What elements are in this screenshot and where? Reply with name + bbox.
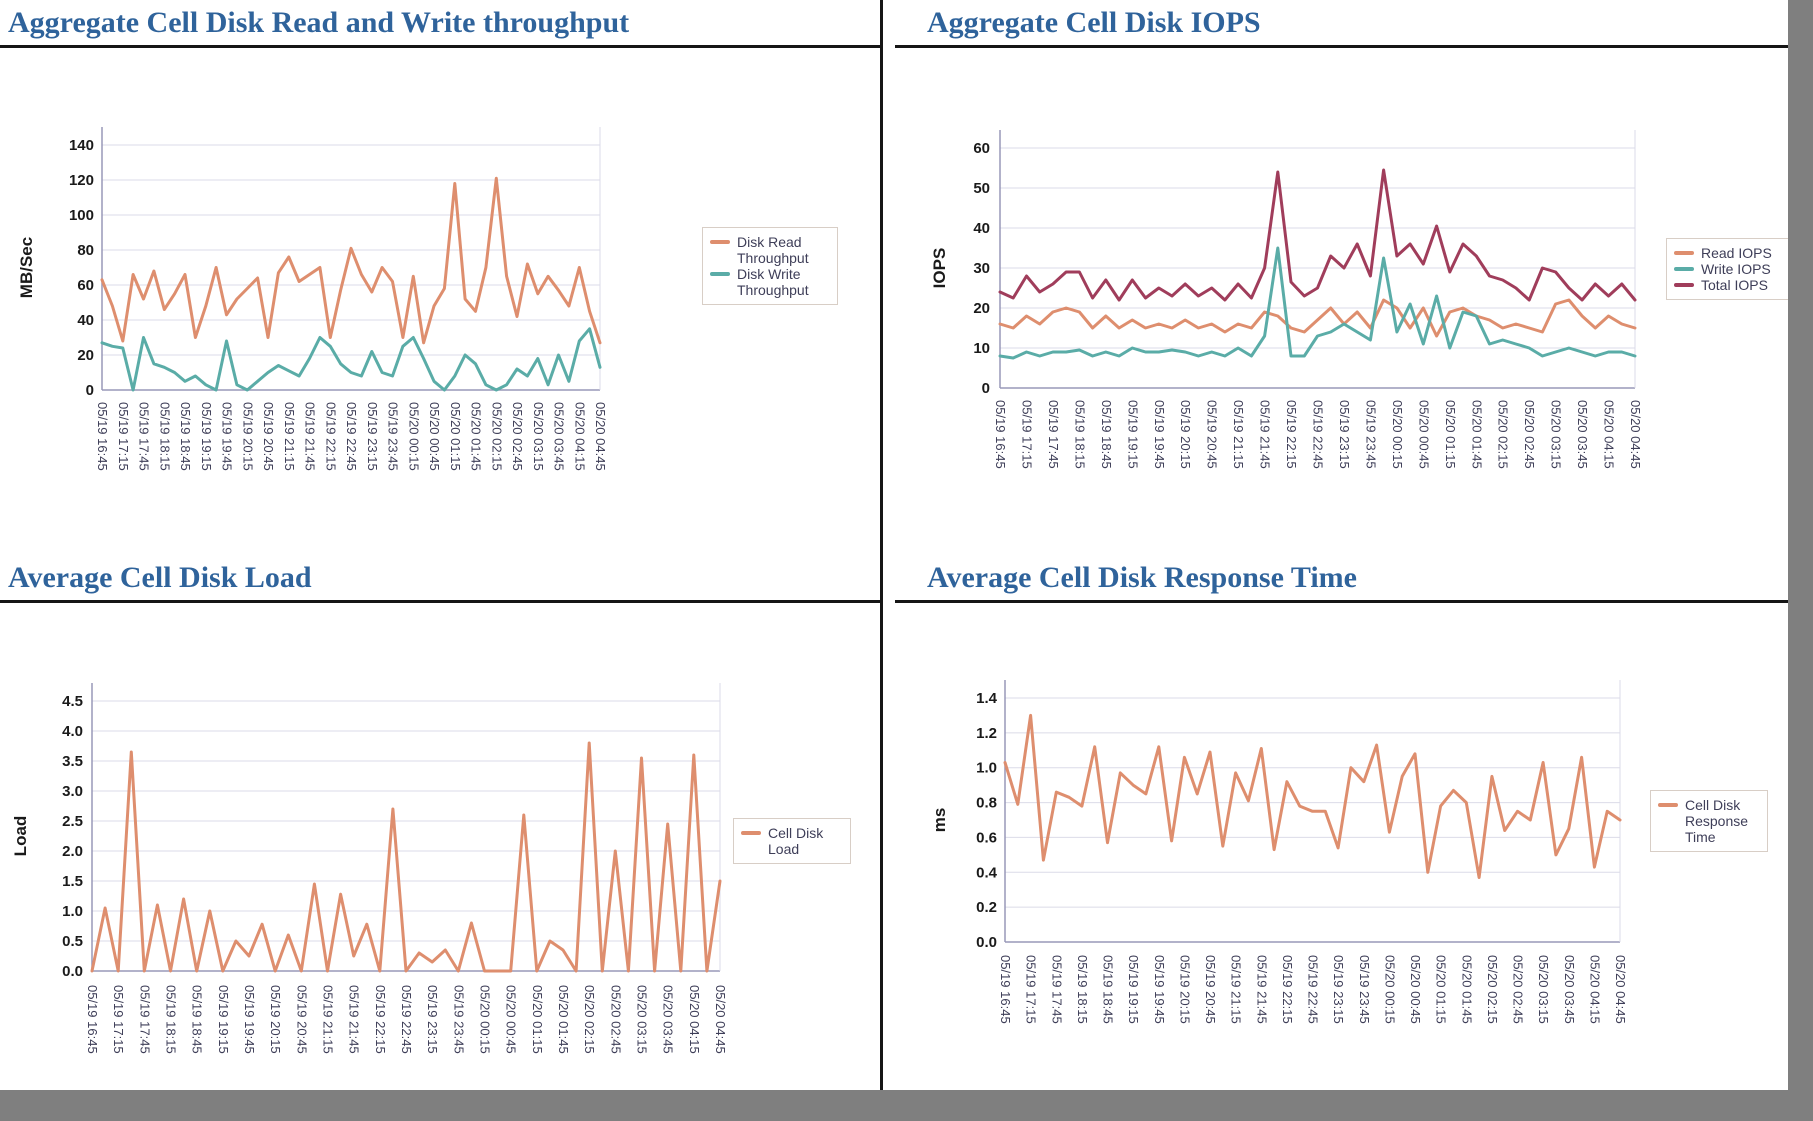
legend-iops: Read IOPS Write IOPS Total IOPS (1666, 238, 1792, 300)
window-frame-right (1788, 0, 1813, 1121)
legend-entry: Total IOPS (1674, 277, 1783, 293)
legend-label: Cell Disk Load (768, 825, 824, 857)
panel-disk-throughput: Aggregate Cell Disk Read and Write throu… (0, 0, 880, 540)
legend-label: Disk Read Throughput (737, 234, 809, 266)
legend-entry: Cell Disk Load (741, 825, 842, 857)
legend-color-dash-icon (710, 240, 730, 244)
legend-label: Total IOPS (1701, 277, 1768, 293)
column-divider-line (880, 0, 883, 1090)
chart-title-load: Average Cell Disk Load (0, 555, 880, 603)
panel-disk-response-time: Average Cell Disk Response Time (883, 545, 1788, 1090)
legend-color-dash-icon (1674, 251, 1694, 255)
legend-color-dash-icon (1674, 267, 1694, 271)
legend-label: Disk Write Throughput (737, 266, 809, 298)
panel-disk-iops: Aggregate Cell Disk IOPS (883, 0, 1788, 540)
legend-entry: Read IOPS (1674, 245, 1783, 261)
legend-load: Cell Disk Load (733, 818, 851, 864)
window-frame-bottom (0, 1090, 1813, 1121)
legend-label: Write IOPS (1701, 261, 1771, 277)
legend-entry: Disk Read Throughput (710, 234, 829, 266)
chart-title-iops: Aggregate Cell Disk IOPS (895, 0, 1788, 48)
legend-label: Read IOPS (1701, 245, 1772, 261)
legend-entry: Write IOPS (1674, 261, 1783, 277)
legend-label: Cell Disk Response Time (1685, 797, 1749, 845)
legend-color-dash-icon (1658, 803, 1678, 807)
chart-title-response-time: Average Cell Disk Response Time (895, 555, 1788, 603)
chart-title-throughput: Aggregate Cell Disk Read and Write throu… (0, 0, 880, 48)
panel-disk-load: Average Cell Disk Load (0, 545, 880, 1090)
legend-color-dash-icon (741, 831, 761, 835)
legend-entry: Cell Disk Response Time (1658, 797, 1759, 845)
legend-color-dash-icon (710, 272, 730, 276)
legend-entry: Disk Write Throughput (710, 266, 829, 298)
legend-throughput: Disk Read Throughput Disk Write Throughpu… (702, 227, 838, 305)
legend-color-dash-icon (1674, 283, 1694, 287)
legend-response-time: Cell Disk Response Time (1650, 790, 1768, 852)
